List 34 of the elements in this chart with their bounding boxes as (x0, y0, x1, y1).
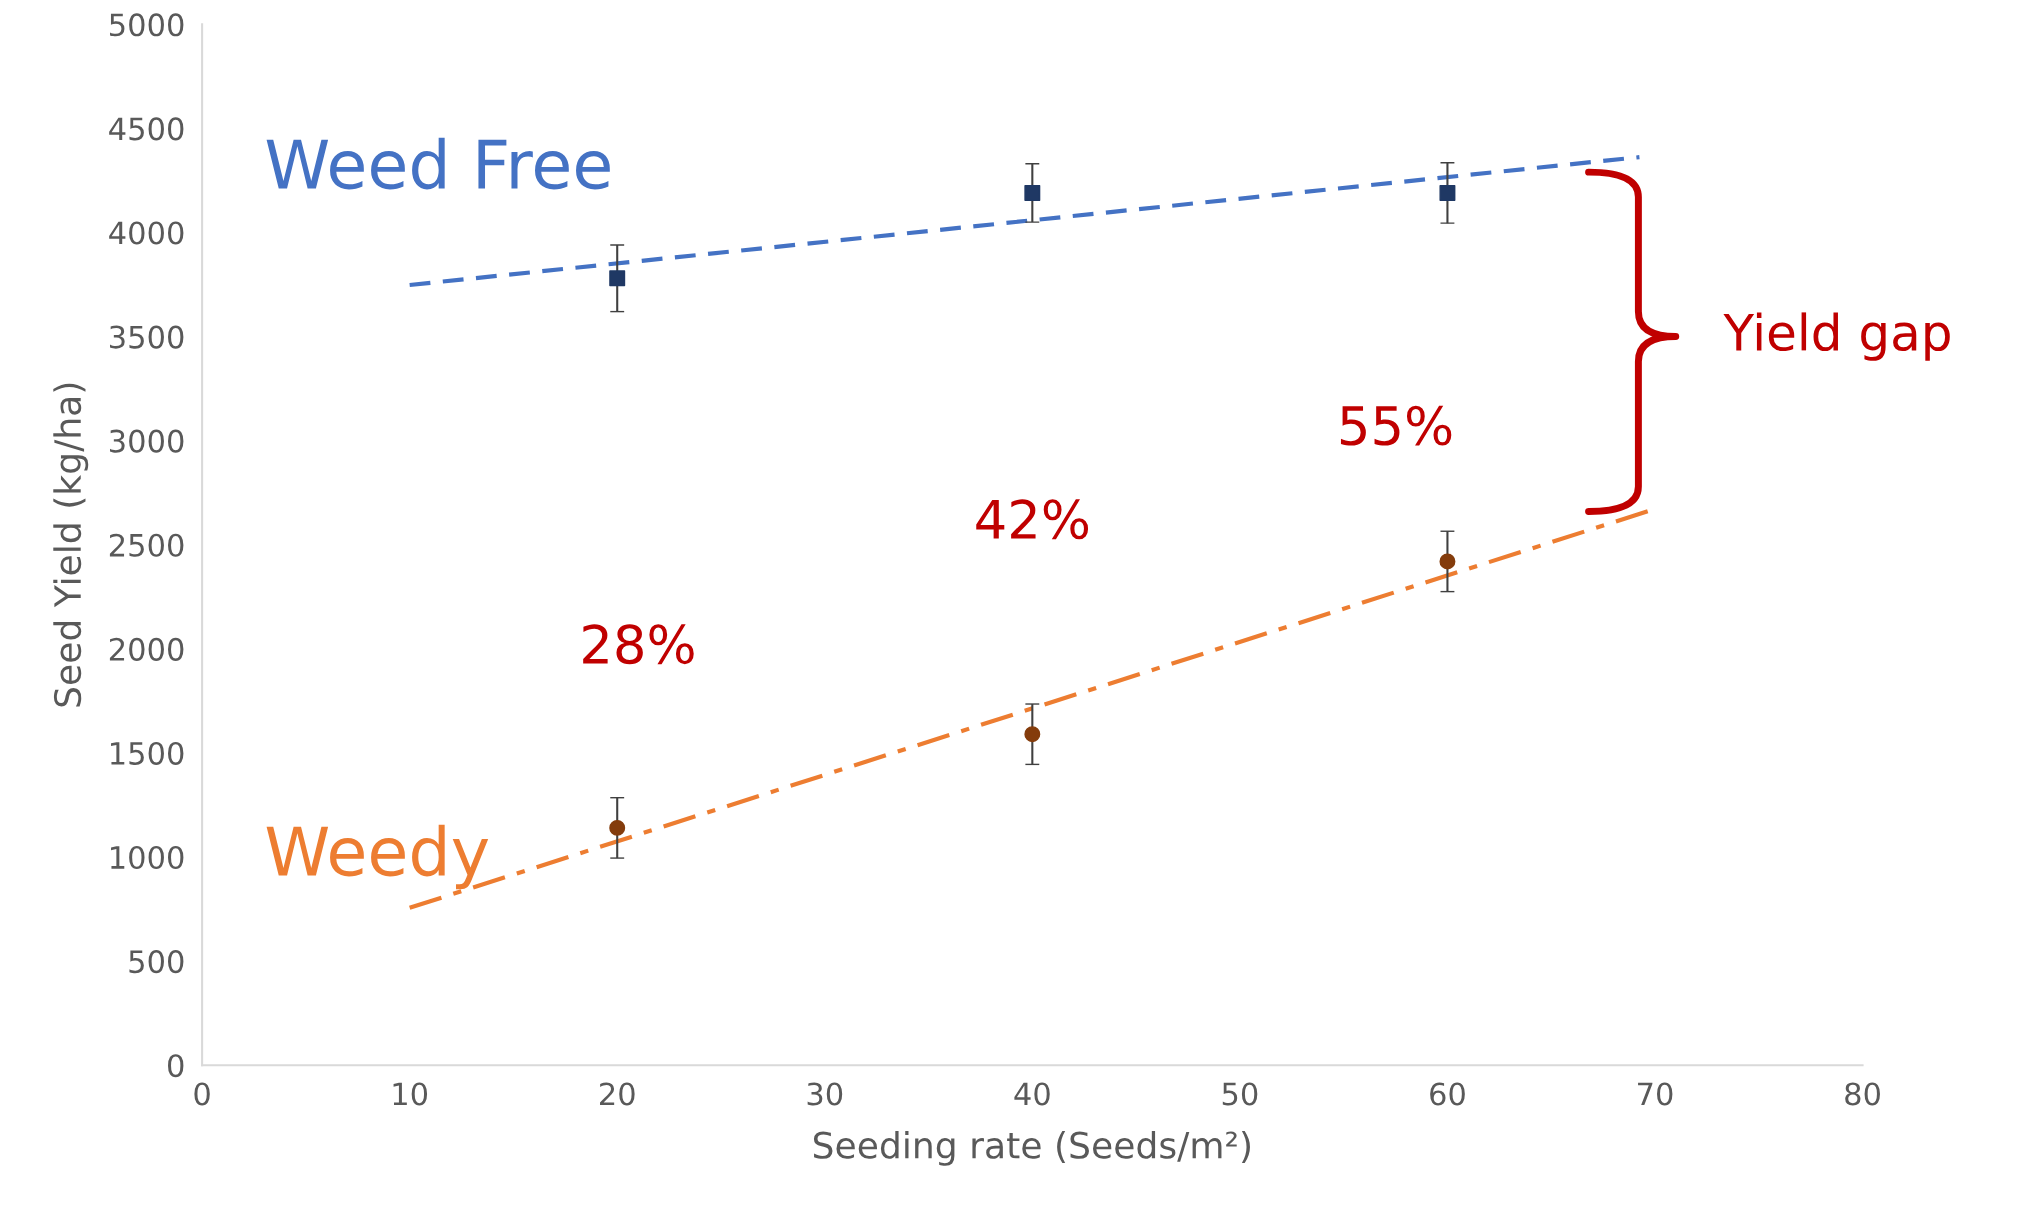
x-tick-label: 40 (1014, 1082, 1050, 1106)
x-axis-title: Seeding rate (Seeds/m²) (813, 1130, 1250, 1166)
series-label: Weedy (266, 824, 489, 890)
x-tick-label: 30 (807, 1082, 843, 1106)
point (609, 270, 626, 287)
y-tick-label: 4500 (109, 117, 184, 141)
annotation: 42% (976, 499, 1089, 540)
y-tick-label: 1000 (111, 845, 184, 870)
y-tick-label: 1500 (111, 741, 184, 765)
point (1024, 184, 1041, 201)
series-label: Weed Free (266, 137, 610, 190)
y-tick-label: 5000 (110, 13, 184, 37)
x-tick-label: 10 (393, 1082, 428, 1106)
point (1439, 184, 1456, 201)
x-tick-label: 70 (1638, 1082, 1673, 1106)
y-tick-label: 0 (168, 1054, 184, 1078)
y-tick-label: 3500 (110, 325, 184, 349)
y-tick-label: 2500 (109, 533, 184, 557)
y-axis-title: Seed Yield (kg/ha) (53, 383, 89, 707)
x-tick-label: 60 (1430, 1082, 1465, 1106)
x-tick-label: 20 (600, 1082, 635, 1106)
y-tick-label: 2000 (109, 637, 184, 661)
point (1024, 726, 1041, 743)
point (1439, 553, 1456, 570)
y-tick-label: 3000 (110, 429, 184, 453)
annotation: 28% (583, 624, 694, 665)
annotation: 55% (1340, 405, 1452, 446)
x-tick-label: 50 (1222, 1082, 1258, 1106)
y-tick-label: 4000 (109, 221, 184, 245)
y-tick-label: 500 (129, 950, 184, 974)
annotation: Yield gap (1723, 312, 1950, 361)
point (609, 819, 626, 836)
x-tick-label: 0 (194, 1082, 210, 1106)
x-tick-label: 80 (1845, 1082, 1880, 1106)
